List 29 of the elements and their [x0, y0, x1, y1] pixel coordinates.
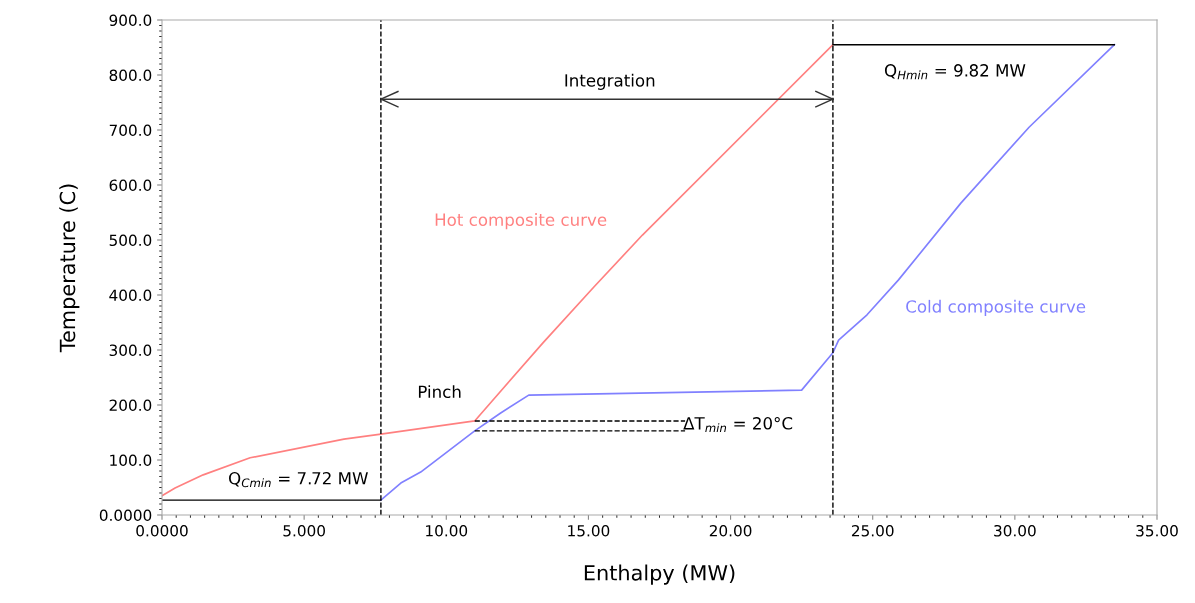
x-tick-label: 25.00 [851, 524, 894, 537]
x-axis-title: Enthalpy (MW) [584, 564, 735, 585]
y-tick-label: 800.0 [109, 69, 152, 82]
x-tick-label: 5.000 [283, 524, 325, 537]
annotation: ΔT$_{min}$ = 20°C [683, 417, 793, 433]
annotation: Q$_{Cmin}$ = 7.72 MW [229, 471, 368, 488]
y-tick-label: 500.0 [109, 234, 152, 247]
x-tick-label: 15.00 [568, 524, 610, 537]
y-tick-label: 300.0 [109, 344, 152, 357]
y-tick-label: 0.0000 [99, 509, 152, 522]
x-tick-label: 30.00 [994, 524, 1036, 537]
y-tick-label: 700.0 [109, 124, 152, 137]
x-tick-label: 20.00 [709, 524, 752, 537]
y-tick-label: 400.0 [109, 289, 152, 302]
x-tick-label: 35.00 [1136, 524, 1178, 537]
annotation: Q$_{Hmin}$ = 9.82 MW [884, 64, 1026, 80]
x-tick-label: 10.00 [426, 524, 468, 537]
series-label: Hot composite curve [435, 213, 607, 230]
annotation: Pinch [418, 385, 461, 399]
y-tick-label: 200.0 [109, 399, 152, 412]
x-tick-label: 0.0000 [136, 524, 188, 537]
series-label: Cold composite curve [906, 299, 1086, 316]
y-tick-label: 100.0 [110, 454, 152, 467]
y-axis-title: Temperature (C) [59, 184, 80, 353]
line-series [380, 43, 1116, 501]
annotation: Integration [565, 73, 655, 90]
line-series [162, 43, 834, 497]
y-tick-label: 600.0 [109, 179, 152, 192]
y-tick-label: 900.0 [109, 14, 152, 27]
